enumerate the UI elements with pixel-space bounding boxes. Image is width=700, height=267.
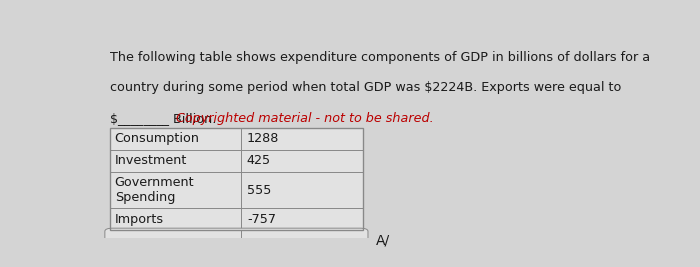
Text: country during some period when total GDP was $2224B. Exports were equal to: country during some period when total GD… (111, 81, 622, 94)
Text: 1288: 1288 (247, 132, 279, 145)
Text: Copyrighted material - not to be shared.: Copyrighted material - not to be shared. (176, 112, 433, 125)
Text: Government
Spending: Government Spending (115, 176, 195, 204)
Text: Consumption: Consumption (115, 132, 200, 145)
Text: $________ Billion.: $________ Billion. (111, 112, 220, 125)
Text: The following table shows expenditure components of GDP in billions of dollars f: The following table shows expenditure co… (111, 50, 650, 64)
Text: Investment: Investment (115, 154, 187, 167)
Text: A/: A/ (376, 234, 390, 248)
FancyBboxPatch shape (105, 228, 368, 253)
Text: Imports: Imports (115, 213, 164, 226)
Text: -757: -757 (247, 213, 276, 226)
Text: 555: 555 (247, 183, 272, 197)
Text: 425: 425 (247, 154, 271, 167)
